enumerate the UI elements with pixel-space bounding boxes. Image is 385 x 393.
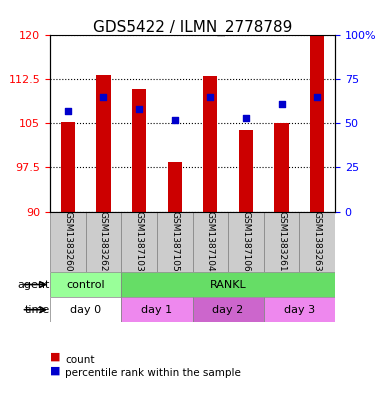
FancyBboxPatch shape (121, 211, 157, 272)
Bar (239, 130, 253, 211)
FancyBboxPatch shape (85, 211, 121, 272)
Bar (61, 122, 75, 211)
Point (136, 106, 142, 112)
FancyBboxPatch shape (264, 297, 335, 322)
Text: GSM1387103: GSM1387103 (135, 211, 144, 272)
Text: percentile rank within the sample: percentile rank within the sample (65, 368, 241, 378)
Text: day 3: day 3 (284, 305, 315, 315)
FancyBboxPatch shape (228, 211, 264, 272)
FancyBboxPatch shape (121, 272, 335, 297)
Bar (96, 75, 110, 211)
FancyBboxPatch shape (50, 272, 121, 297)
FancyBboxPatch shape (192, 211, 228, 272)
Bar (132, 89, 146, 211)
Text: time: time (25, 305, 50, 315)
FancyBboxPatch shape (300, 211, 335, 272)
Text: GSM1387105: GSM1387105 (170, 211, 179, 272)
Point (100, 94, 107, 100)
FancyBboxPatch shape (50, 211, 85, 272)
Point (243, 115, 249, 121)
FancyBboxPatch shape (50, 297, 121, 322)
Point (172, 117, 178, 123)
Text: control: control (66, 279, 105, 290)
Text: day 0: day 0 (70, 305, 101, 315)
Point (314, 94, 320, 100)
Text: RANKL: RANKL (210, 279, 246, 290)
Text: GDS5422 / ILMN_2778789: GDS5422 / ILMN_2778789 (93, 20, 292, 36)
FancyBboxPatch shape (121, 297, 192, 322)
FancyBboxPatch shape (157, 211, 192, 272)
Text: day 1: day 1 (141, 305, 172, 315)
Text: GSM1383260: GSM1383260 (64, 211, 72, 272)
Bar (310, 35, 324, 211)
Bar (275, 123, 289, 211)
FancyBboxPatch shape (192, 297, 264, 322)
Point (207, 94, 213, 100)
Text: day 2: day 2 (213, 305, 244, 315)
FancyBboxPatch shape (264, 211, 300, 272)
Text: ■: ■ (50, 352, 60, 362)
Point (278, 101, 285, 107)
Text: GSM1383262: GSM1383262 (99, 211, 108, 272)
Text: GSM1387104: GSM1387104 (206, 211, 215, 272)
Text: count: count (65, 354, 95, 365)
Bar (203, 77, 218, 211)
Text: agent: agent (18, 279, 50, 290)
Text: ■: ■ (50, 365, 60, 375)
Text: GSM1383261: GSM1383261 (277, 211, 286, 272)
Point (65, 108, 71, 114)
Bar (167, 162, 182, 211)
Text: GSM1383263: GSM1383263 (313, 211, 321, 272)
Text: GSM1387106: GSM1387106 (241, 211, 250, 272)
